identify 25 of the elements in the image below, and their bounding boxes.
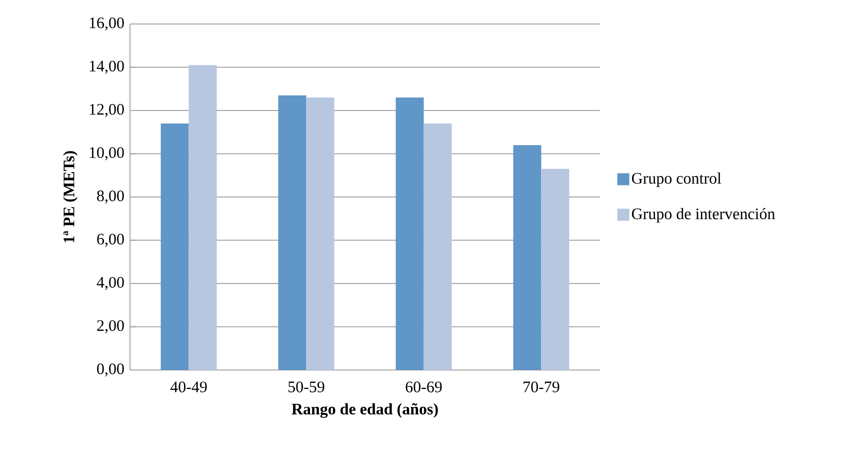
y-tick-label: 0,00 <box>97 363 124 377</box>
y-tick-label: 4,00 <box>96 276 124 290</box>
bar <box>278 95 306 370</box>
bar <box>188 65 217 370</box>
bar <box>424 123 452 370</box>
y-tick-label: 12,00 <box>90 104 124 118</box>
bar <box>513 145 542 370</box>
x-axis-title: Rango de edad (años) <box>292 403 438 418</box>
y-tick-label: 2,00 <box>97 320 124 334</box>
legend-label: Grupo de intervención <box>632 208 776 223</box>
y-tick-label: 16,00 <box>90 17 124 31</box>
x-tick-label: 60-69 <box>406 382 442 392</box>
bar <box>160 123 189 370</box>
y-tick-label: 8,00 <box>97 190 124 204</box>
y-tick-label: 10,00 <box>90 147 124 160</box>
legend-label: Grupo control <box>632 172 722 187</box>
bar <box>541 168 570 370</box>
x-tick-label: 50-59 <box>288 382 324 392</box>
bar <box>396 98 424 370</box>
x-tick-label: 40-49 <box>170 382 207 392</box>
y-tick-label: 6,00 <box>97 234 124 247</box>
x-tick-label: 70-79 <box>524 382 560 392</box>
bar <box>306 98 334 370</box>
y-tick-label: 14,00 <box>90 60 124 74</box>
y-axis-title: 1ª PE (METs) <box>63 151 78 242</box>
